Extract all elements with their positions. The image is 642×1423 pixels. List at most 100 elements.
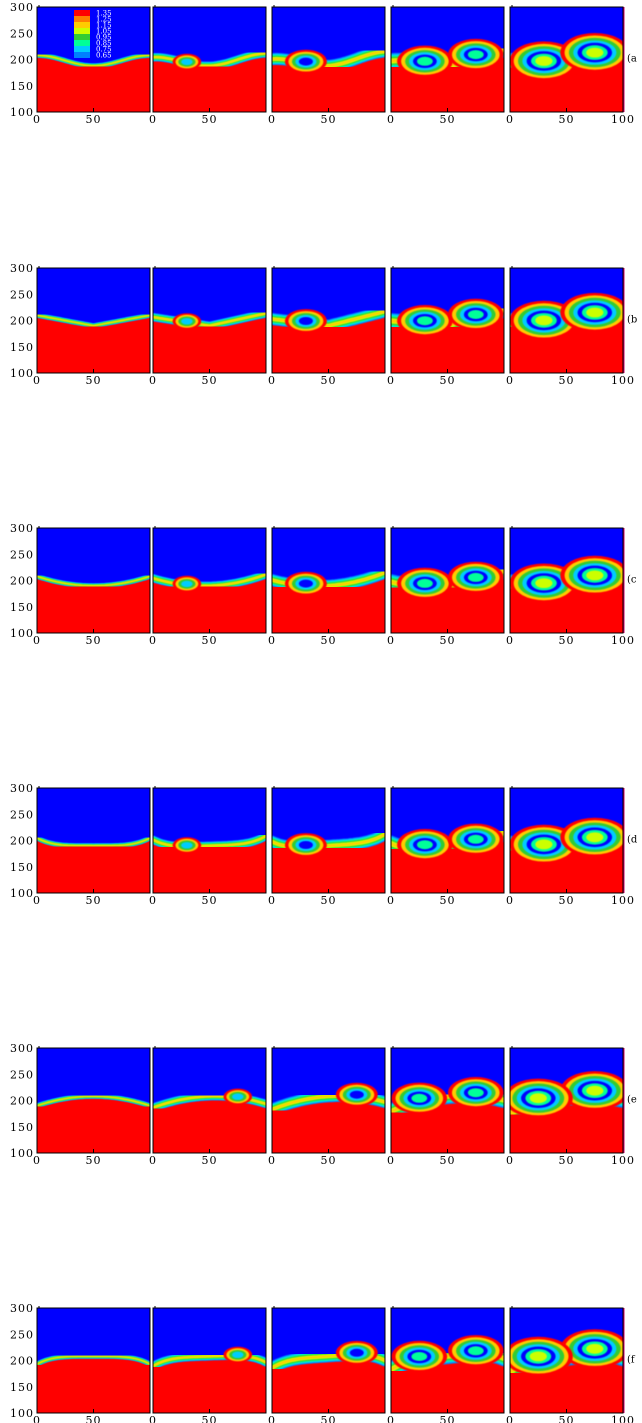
- heavy-fluid-region: [37, 55, 150, 112]
- x-tick-label: 50: [202, 894, 218, 907]
- vortex-roll: [181, 580, 193, 588]
- x-tick-label: 100: [611, 634, 635, 647]
- x-tick-label: 100: [611, 894, 635, 907]
- legend-value: 0.75: [96, 46, 112, 54]
- figure-row: 100 150 200 250 300 0 50 0 50 0 50 0 50 0 50 100 (c: [10, 522, 637, 647]
- heavy-fluid-region: [153, 1096, 266, 1153]
- y-tick-label: 250: [10, 548, 34, 561]
- x-tick-label: 0: [506, 634, 514, 647]
- contour-panel: [152, 526, 267, 634]
- x-tick-label: 0: [33, 1154, 41, 1167]
- contour-panel: [271, 526, 386, 634]
- legend-value: 0.95: [96, 34, 112, 42]
- row-label: (f: [627, 1355, 636, 1366]
- vortex-roll: [181, 318, 193, 325]
- x-tick-label: 100: [611, 1154, 635, 1167]
- vortex-roll: [467, 572, 484, 582]
- mixing-layer-band: [37, 54, 150, 67]
- contour-panel: [36, 266, 151, 374]
- x-tick-label: 0: [33, 374, 41, 387]
- vortex-roll: [467, 834, 484, 844]
- y-tick-label: 150: [10, 80, 34, 93]
- contour-panel: [152, 5, 267, 113]
- x-tick-label: 0: [268, 1154, 276, 1167]
- x-tick-label: 50: [559, 894, 575, 907]
- x-tick-label: 0: [506, 1154, 514, 1167]
- contour-panel: [390, 1306, 505, 1414]
- vortex-roll: [417, 316, 433, 326]
- y-tick-label: 200: [10, 835, 34, 848]
- x-tick-label: 50: [559, 1414, 575, 1423]
- x-tick-label: 50: [86, 1414, 102, 1423]
- legend-swatch: [74, 10, 90, 16]
- vortex-roll: [535, 839, 553, 850]
- contour-panel: [36, 526, 151, 634]
- vortex-roll: [467, 1346, 484, 1356]
- x-tick-label: 0: [149, 894, 157, 907]
- y-tick-label: 300: [10, 522, 34, 535]
- x-tick-label: 50: [86, 374, 102, 387]
- x-tick-label: 0: [149, 634, 157, 647]
- x-tick-label: 0: [268, 1414, 276, 1423]
- contour-panel: [390, 266, 505, 374]
- row-label: (b: [627, 315, 637, 326]
- vortex-roll: [298, 317, 313, 325]
- contour-panel: [509, 266, 624, 374]
- heavy-fluid-region: [37, 576, 150, 633]
- y-tick-label: 100: [10, 106, 34, 119]
- mixing-layer-band: [153, 835, 266, 847]
- x-tick-label: 50: [559, 1154, 575, 1167]
- vortex-roll: [349, 1348, 364, 1357]
- x-tick-label: 100: [611, 374, 635, 387]
- x-tick-label: 0: [506, 374, 514, 387]
- x-tick-label: 50: [440, 634, 456, 647]
- row-label: (e: [627, 1095, 637, 1106]
- mixing-layer-band: [37, 314, 150, 327]
- x-tick-label: 50: [440, 374, 456, 387]
- x-tick-label: 50: [202, 1154, 218, 1167]
- vortex-roll: [586, 1343, 604, 1354]
- mixing-layer-band: [37, 837, 150, 847]
- x-tick-label: 0: [268, 374, 276, 387]
- x-tick-label: 50: [321, 634, 337, 647]
- x-tick-label: 0: [33, 1414, 41, 1423]
- contour-panel: [271, 266, 386, 374]
- vortex-roll: [417, 840, 433, 850]
- x-tick-label: 50: [86, 634, 102, 647]
- vortex-roll: [529, 1351, 547, 1362]
- x-tick-label: 0: [387, 1414, 395, 1423]
- x-tick-label: 0: [33, 634, 41, 647]
- legend-swatch: [74, 16, 90, 22]
- x-tick-label: 0: [268, 113, 276, 126]
- row-label: (c: [627, 575, 637, 586]
- y-tick-label: 100: [10, 887, 34, 900]
- legend-swatch: [74, 22, 90, 28]
- y-tick-label: 300: [10, 1042, 34, 1055]
- x-tick-label: 50: [321, 374, 337, 387]
- legend-swatch: [74, 28, 90, 34]
- contour-panel: [509, 5, 624, 113]
- vortex-roll: [298, 841, 313, 849]
- y-tick-label: 300: [10, 1302, 34, 1315]
- vortex-roll: [232, 1093, 244, 1100]
- y-tick-label: 200: [10, 575, 34, 588]
- y-tick-label: 250: [10, 808, 34, 821]
- figure-row: 100 150 200 250 300 0 50 0 50 0 50 0 50 0 50 100 (b: [10, 262, 637, 387]
- y-tick-label: 100: [10, 627, 34, 640]
- contour-panel: [36, 1306, 151, 1414]
- mixing-layer-band: [37, 575, 150, 587]
- y-tick-label: 250: [10, 1328, 34, 1341]
- x-tick-label: 50: [321, 1414, 337, 1423]
- y-tick-label: 100: [10, 367, 34, 380]
- contour-panel: [271, 786, 386, 894]
- y-tick-label: 100: [10, 1147, 34, 1160]
- mixing-layer-band: [153, 312, 266, 327]
- contour-panel: [36, 1046, 151, 1154]
- y-tick-label: 150: [10, 861, 34, 874]
- x-tick-label: 0: [506, 1414, 514, 1423]
- x-tick-label: 50: [321, 113, 337, 126]
- legend-value: 1.35: [96, 10, 112, 18]
- x-tick-label: 0: [149, 1154, 157, 1167]
- y-tick-label: 100: [10, 1407, 34, 1420]
